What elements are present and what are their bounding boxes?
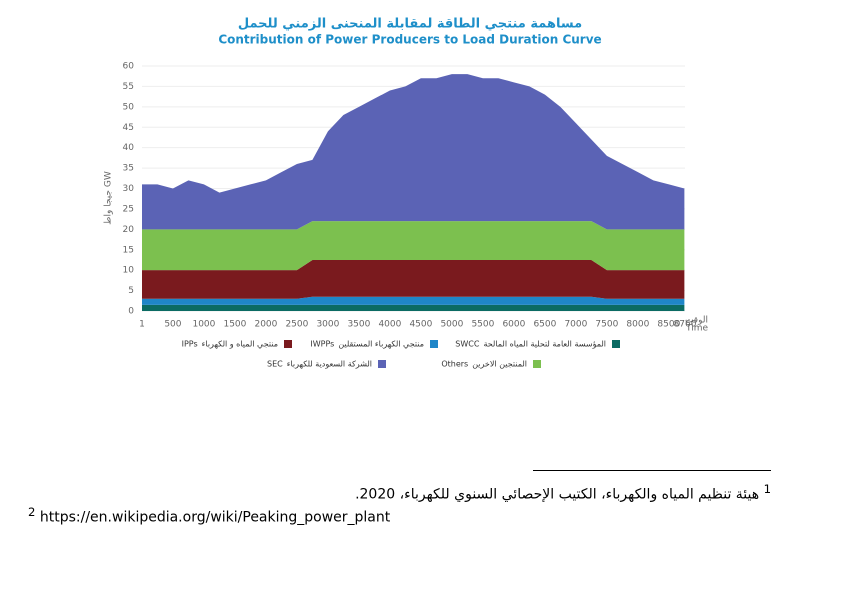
chart-title: مساهمة منتجي الطاقة لمقابلة المنحنى الزم… — [238, 17, 582, 32]
y-tick-label: 15 — [123, 245, 134, 255]
x-tick-label: 5000 — [440, 320, 463, 330]
legend-label-ar: منتجي المياه و الكهرباء — [202, 340, 278, 349]
legend-label-ar: الشركة السعودية للكهرباء — [287, 360, 372, 369]
footnote-2: 2 https://en.wikipedia.org/wiki/Peaking_… — [28, 505, 390, 526]
y-tick-label: 45 — [123, 123, 134, 133]
x-tick-label: 2500 — [285, 320, 308, 330]
legend-label: IPPs — [182, 340, 198, 349]
x-tick-label: 6500 — [533, 320, 556, 330]
legend-label: IWPPs — [310, 340, 334, 349]
footnote-1: 1 هيئة تنظيم المياه والكهرباء، الكتيب ال… — [355, 482, 771, 503]
footnote-text: هيئة تنظيم المياه والكهرباء، الكتيب الإح… — [355, 486, 760, 503]
legend-swatch — [612, 340, 620, 348]
x-tick-label: 4500 — [409, 320, 432, 330]
x-tick-label: 1000 — [192, 320, 215, 330]
y-tick-label: 50 — [123, 102, 135, 112]
chart-subtitle: Contribution of Power Producers to Load … — [218, 33, 601, 47]
x-tick-label: 8760 — [674, 320, 697, 330]
x-tick-label: 1500 — [223, 320, 246, 330]
x-tick-label: 7000 — [564, 320, 587, 330]
y-tick-label: 55 — [123, 82, 134, 92]
x-tick-label: 2000 — [254, 320, 277, 330]
legend-label-ar: منتجي الكهرباء المستقلين — [338, 340, 424, 349]
legend-label-ar: المؤسسة العامة لتحلية المياه المالحة — [483, 340, 606, 349]
legend-label-ar: المنتجين الاخرين — [472, 360, 527, 369]
x-tick-label: 3000 — [316, 320, 339, 330]
legend-label: Others — [441, 360, 468, 369]
footnote-text: https://en.wikipedia.org/wiki/Peaking_po… — [39, 509, 391, 526]
legend-swatch — [284, 340, 292, 348]
x-tick-label: 7500 — [595, 320, 618, 330]
x-axis-label: Time — [685, 324, 708, 334]
legend-label: SEC — [267, 360, 283, 369]
x-tick-label: 4000 — [378, 320, 401, 330]
x-tick-label: 8500 — [657, 320, 680, 330]
footnote-number: 2 — [28, 505, 36, 519]
x-tick-label: 1 — [139, 320, 145, 330]
x-tick-label: 6000 — [502, 320, 525, 330]
y-tick-label: 5 — [128, 286, 134, 296]
area — [142, 259, 685, 299]
y-axis-label: جيجا واط GW — [104, 171, 114, 225]
legend-swatch — [430, 340, 438, 348]
x-tick-label: 8000 — [626, 320, 649, 330]
y-tick-label: 25 — [123, 204, 134, 214]
y-tick-label: 35 — [123, 164, 134, 174]
x-tick-label: 5500 — [471, 320, 494, 330]
y-tick-label: 30 — [123, 184, 135, 194]
legend-label: SWCC — [455, 340, 480, 349]
area — [142, 304, 685, 311]
x-axis-label-ar: الوقت — [685, 316, 708, 326]
footnote-rule — [533, 470, 771, 471]
y-tick-label: 0 — [128, 307, 134, 317]
y-tick-label: 60 — [123, 62, 135, 72]
y-tick-label: 40 — [123, 143, 135, 153]
area — [142, 74, 685, 230]
footnote-number: 1 — [763, 482, 771, 496]
y-tick-label: 20 — [123, 225, 135, 235]
legend-swatch — [378, 360, 386, 368]
y-tick-label: 10 — [123, 266, 135, 276]
x-tick-label: 3500 — [347, 320, 370, 330]
area — [142, 221, 685, 271]
chart: مساهمة منتجي الطاقة لمقابلة المنحنى الزم… — [104, 17, 709, 369]
legend-swatch — [533, 360, 541, 368]
x-tick-label: 500 — [164, 320, 181, 330]
